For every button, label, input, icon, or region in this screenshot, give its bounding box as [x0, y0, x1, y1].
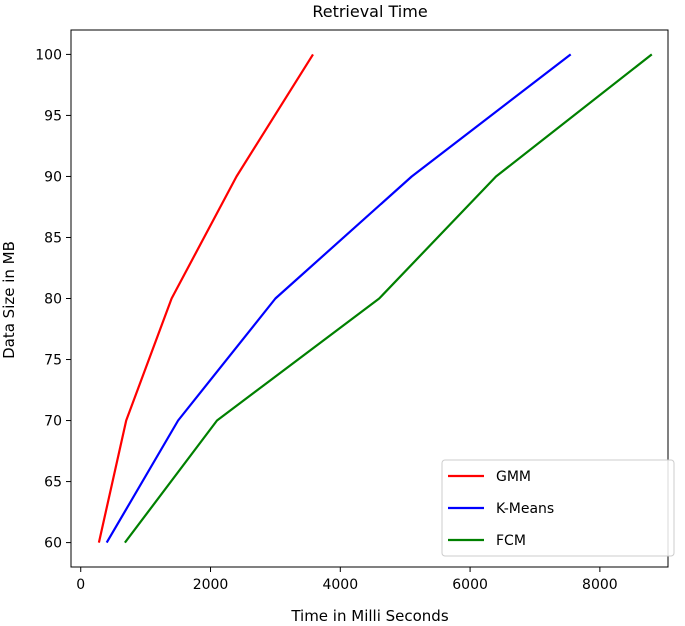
- y-tick-label: 80: [44, 292, 62, 308]
- x-tick-label: 4000: [322, 577, 358, 593]
- x-axis-ticks: 0 2000 4000 6000 8000: [76, 567, 618, 593]
- chart-title: Retrieval Time: [312, 2, 427, 21]
- legend: GMM K-Means FCM: [441, 459, 675, 557]
- y-axis-ticks: 60 65 70 75 80 85 90 95 100: [35, 47, 71, 552]
- y-tick-label: 95: [44, 108, 62, 124]
- y-tick-label: 85: [44, 230, 62, 246]
- legend-label-fcm: FCM: [496, 533, 526, 549]
- x-tick-label: 6000: [452, 577, 488, 593]
- x-tick-label: 2000: [193, 577, 229, 593]
- x-axis-label: Time in Milli Seconds: [290, 607, 449, 625]
- y-tick-label: 90: [44, 169, 62, 185]
- x-tick-label: 0: [76, 577, 85, 593]
- legend-label-gmm: GMM: [496, 469, 531, 485]
- legend-label-k-means: K-Means: [496, 501, 554, 517]
- series-line-k-means: [105, 53, 572, 544]
- y-tick-label: 70: [44, 414, 62, 430]
- series-line-fcm: [124, 53, 653, 544]
- y-tick-label: 100: [35, 47, 62, 63]
- y-tick-label: 65: [44, 475, 62, 491]
- x-tick-label: 8000: [582, 577, 618, 593]
- y-tick-label: 60: [44, 536, 62, 552]
- series-layer: [97, 53, 653, 544]
- y-tick-label: 75: [44, 353, 62, 369]
- legend-frame: [441, 459, 675, 557]
- series-line-gmm: [97, 53, 314, 543]
- y-axis-label: Data Size in MB: [0, 241, 18, 359]
